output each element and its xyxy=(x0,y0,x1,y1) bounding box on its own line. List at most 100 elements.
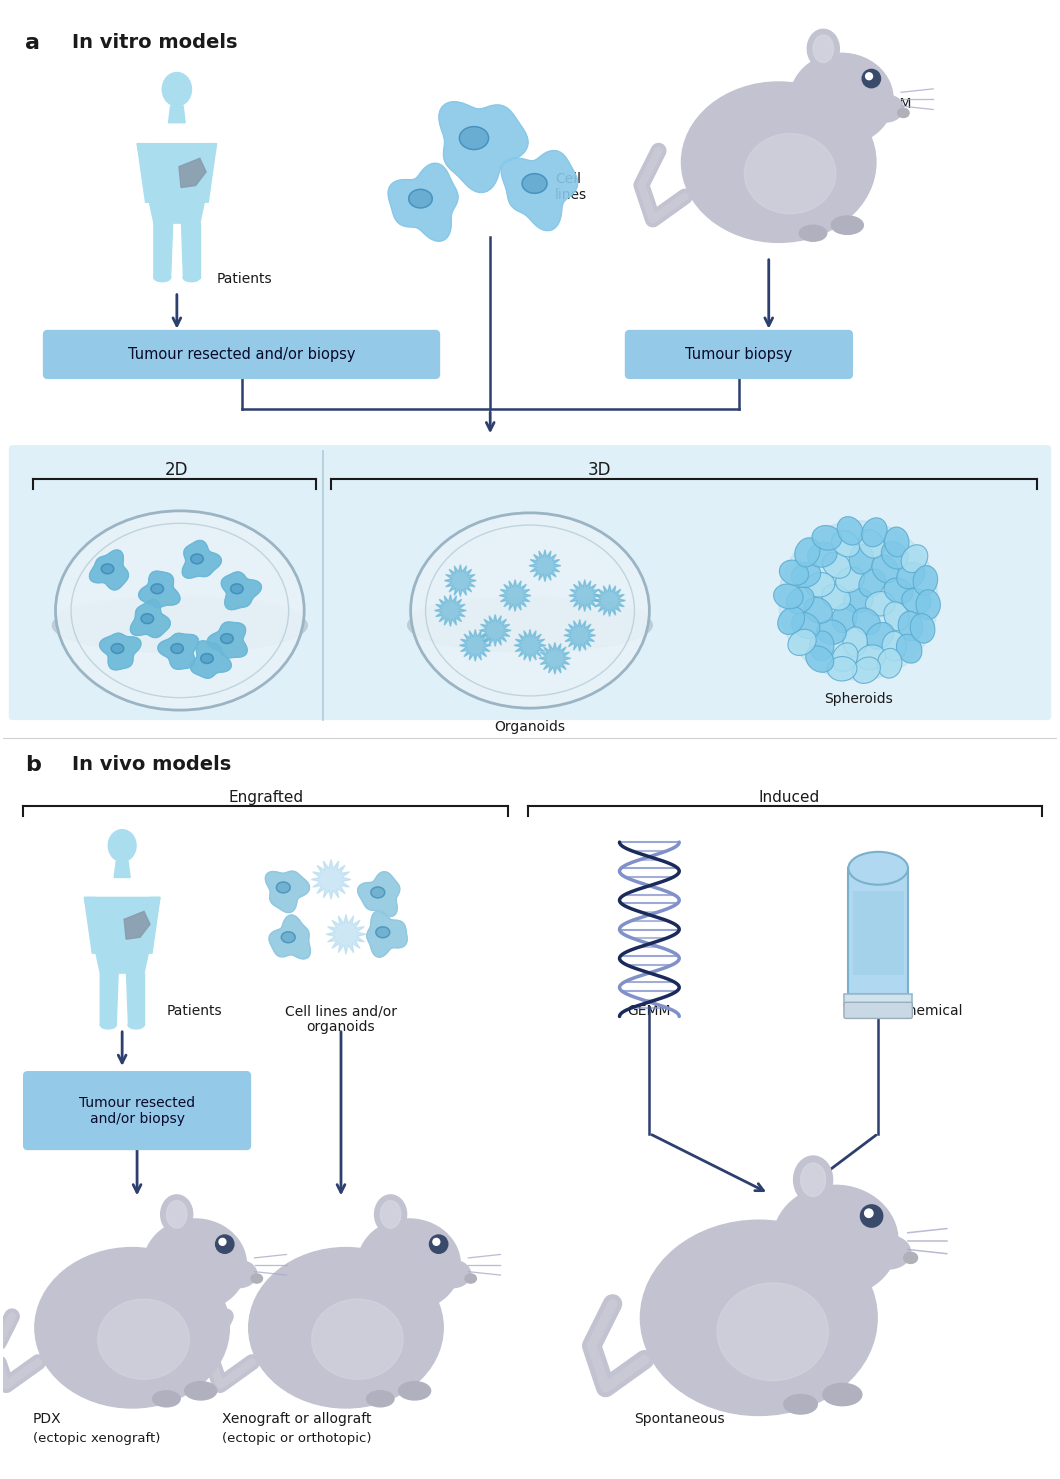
Ellipse shape xyxy=(808,30,840,68)
Ellipse shape xyxy=(161,1195,193,1233)
Ellipse shape xyxy=(128,1021,144,1029)
Ellipse shape xyxy=(913,565,938,595)
Ellipse shape xyxy=(277,881,290,893)
Ellipse shape xyxy=(799,225,827,241)
Polygon shape xyxy=(312,859,351,899)
Circle shape xyxy=(215,1235,234,1253)
Polygon shape xyxy=(89,550,128,590)
Text: (ectopic xenograft): (ectopic xenograft) xyxy=(33,1432,160,1445)
Ellipse shape xyxy=(522,173,547,194)
Circle shape xyxy=(429,1235,447,1253)
Polygon shape xyxy=(848,868,908,994)
Ellipse shape xyxy=(251,1273,263,1284)
FancyBboxPatch shape xyxy=(625,330,852,379)
Polygon shape xyxy=(124,911,151,939)
Polygon shape xyxy=(101,973,118,1025)
Text: Induced: Induced xyxy=(758,790,819,805)
Ellipse shape xyxy=(249,1248,443,1408)
Ellipse shape xyxy=(376,927,390,938)
Circle shape xyxy=(865,1208,873,1217)
Ellipse shape xyxy=(882,632,906,661)
Polygon shape xyxy=(538,642,570,674)
Ellipse shape xyxy=(790,53,894,145)
Ellipse shape xyxy=(903,1253,918,1263)
Ellipse shape xyxy=(806,646,834,673)
Ellipse shape xyxy=(859,529,884,558)
Ellipse shape xyxy=(787,587,814,614)
Ellipse shape xyxy=(374,1195,407,1233)
Ellipse shape xyxy=(409,189,432,209)
Ellipse shape xyxy=(823,552,851,578)
Ellipse shape xyxy=(153,1390,180,1407)
Polygon shape xyxy=(114,862,130,877)
Polygon shape xyxy=(529,550,561,581)
Polygon shape xyxy=(844,994,913,1006)
Ellipse shape xyxy=(795,538,820,566)
Ellipse shape xyxy=(162,72,192,106)
FancyBboxPatch shape xyxy=(23,1072,250,1149)
Text: Organoids: Organoids xyxy=(495,720,565,734)
FancyBboxPatch shape xyxy=(8,445,1052,720)
Ellipse shape xyxy=(902,589,931,614)
Ellipse shape xyxy=(871,555,898,583)
Ellipse shape xyxy=(866,623,894,649)
Ellipse shape xyxy=(835,566,865,593)
Ellipse shape xyxy=(371,887,385,898)
Ellipse shape xyxy=(151,584,163,593)
Ellipse shape xyxy=(220,1260,257,1288)
Ellipse shape xyxy=(773,1185,898,1297)
Ellipse shape xyxy=(35,1248,229,1408)
Ellipse shape xyxy=(832,643,858,671)
Ellipse shape xyxy=(862,518,887,547)
Polygon shape xyxy=(569,580,601,611)
Ellipse shape xyxy=(816,620,846,645)
Text: GEMM: GEMM xyxy=(628,1004,671,1018)
Polygon shape xyxy=(444,565,476,596)
Circle shape xyxy=(219,1238,226,1245)
Text: Patients: Patients xyxy=(166,1004,223,1018)
Ellipse shape xyxy=(774,584,803,609)
Ellipse shape xyxy=(822,584,850,611)
Ellipse shape xyxy=(884,602,909,630)
Text: Tumour biopsy: Tumour biopsy xyxy=(685,348,793,362)
Ellipse shape xyxy=(783,1395,817,1414)
Ellipse shape xyxy=(885,527,909,556)
Text: Xenograft or allograft: Xenograft or allograft xyxy=(222,1412,371,1426)
Text: In vivo models: In vivo models xyxy=(72,754,232,774)
Polygon shape xyxy=(514,630,546,661)
Ellipse shape xyxy=(111,643,124,654)
Ellipse shape xyxy=(744,133,836,214)
Ellipse shape xyxy=(812,525,842,550)
Text: Engrafted: Engrafted xyxy=(229,790,304,805)
Polygon shape xyxy=(265,871,310,913)
Ellipse shape xyxy=(832,531,860,558)
Ellipse shape xyxy=(55,596,304,640)
Ellipse shape xyxy=(717,1282,829,1380)
Ellipse shape xyxy=(184,1381,216,1401)
Polygon shape xyxy=(169,106,185,123)
Ellipse shape xyxy=(52,598,307,652)
Polygon shape xyxy=(181,223,200,278)
Ellipse shape xyxy=(803,598,832,623)
Ellipse shape xyxy=(856,645,885,670)
Ellipse shape xyxy=(852,657,881,683)
Text: Chemical: Chemical xyxy=(898,1004,962,1018)
Text: Tumour resected and/or biopsy: Tumour resected and/or biopsy xyxy=(128,348,355,362)
Text: a: a xyxy=(24,33,39,53)
Text: Cell
lines: Cell lines xyxy=(554,172,587,203)
Ellipse shape xyxy=(357,1219,460,1310)
Ellipse shape xyxy=(794,1157,832,1204)
Ellipse shape xyxy=(154,274,171,281)
Ellipse shape xyxy=(381,1201,401,1228)
Ellipse shape xyxy=(682,81,876,243)
Ellipse shape xyxy=(831,216,863,234)
Text: 3D: 3D xyxy=(588,461,612,479)
Ellipse shape xyxy=(878,648,902,677)
Text: GEMM: GEMM xyxy=(868,98,912,111)
Polygon shape xyxy=(388,163,458,241)
Text: (ectopic or orthotopic): (ectopic or orthotopic) xyxy=(222,1432,371,1445)
Ellipse shape xyxy=(837,516,863,546)
Ellipse shape xyxy=(911,614,935,643)
Ellipse shape xyxy=(884,578,913,603)
Text: Cell lines and/or
organoids: Cell lines and/or organoids xyxy=(285,1004,398,1034)
